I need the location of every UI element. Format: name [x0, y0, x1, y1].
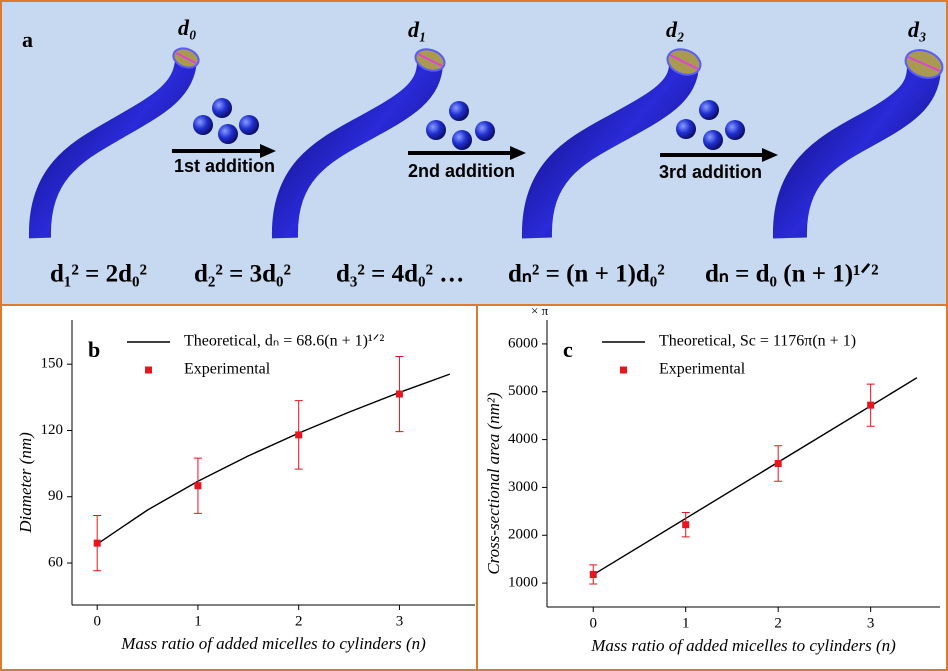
equation: d₁² = 2d₀²	[50, 261, 147, 288]
equation: dₙ = d₀ (n + 1)¹ᐟ²	[705, 261, 879, 288]
data-point	[867, 402, 874, 409]
data-point	[590, 571, 597, 578]
panel-label: c	[563, 337, 573, 362]
x-tick-label: 2	[774, 615, 782, 631]
equation: d₂² = 3d₀²	[194, 261, 291, 288]
y-tick-label: 4000	[508, 431, 538, 447]
data-point	[194, 482, 201, 489]
y-tick-label: 3000	[508, 479, 538, 495]
y-axis-title: Diameter (nm)	[16, 432, 35, 534]
diameter-label: d₀	[178, 15, 197, 40]
x-axis-title: Mass ratio of added micelles to cylinder…	[590, 636, 896, 655]
y-tick-label: 120	[41, 422, 64, 438]
data-point	[396, 391, 403, 398]
x-tick-label: 0	[93, 613, 101, 629]
legend-label: Theoretical, dₙ = 68.6(n + 1)¹ᐟ²	[184, 333, 384, 350]
data-point	[295, 431, 302, 438]
diameter-label: d₂	[666, 17, 685, 42]
legend-label: Experimental	[184, 361, 271, 378]
x-tick-label: 3	[396, 613, 404, 629]
y-tick-label: 6000	[508, 335, 538, 351]
y-tick-label: 1000	[508, 575, 538, 591]
y-tick-label: 150	[41, 356, 64, 372]
figure: a	[0, 0, 948, 671]
equation: d₃² = 4d₀² …	[336, 261, 464, 288]
y-tick-label: 90	[48, 488, 63, 504]
x-tick-label: 1	[682, 615, 690, 631]
panel-label: a	[22, 27, 33, 52]
data-point	[94, 540, 101, 547]
x-tick-label: 3	[867, 615, 875, 631]
x-tick-label: 0	[589, 615, 597, 631]
data-point	[682, 521, 689, 528]
step-label: 2nd addition	[408, 161, 515, 181]
legend-label: Theoretical, Sc = 1176π(n + 1)	[659, 333, 856, 350]
panel-label: b	[88, 337, 100, 362]
legend-label: Experimental	[659, 361, 746, 378]
x-tick-label: 1	[194, 613, 202, 629]
y-tick-label: 60	[48, 554, 63, 570]
diameter-label: d₃	[908, 17, 927, 42]
x-axis-title: Mass ratio of added micelles to cylinder…	[120, 634, 426, 653]
data-point	[775, 460, 782, 467]
y-tick-label: 5000	[508, 383, 538, 399]
legend-marker	[145, 367, 152, 374]
unit-note: × π	[531, 303, 549, 318]
diameter-label: d₁	[408, 17, 427, 42]
equation: dₙ² = (n + 1)d₀²	[508, 261, 665, 288]
step-label: 1st addition	[174, 156, 275, 176]
y-tick-label: 2000	[508, 527, 538, 543]
legend-marker	[620, 367, 627, 374]
y-axis-title: Cross-sectional area (nm²)	[484, 392, 503, 575]
step-label: 3rd addition	[659, 162, 762, 182]
x-tick-label: 2	[295, 613, 303, 629]
